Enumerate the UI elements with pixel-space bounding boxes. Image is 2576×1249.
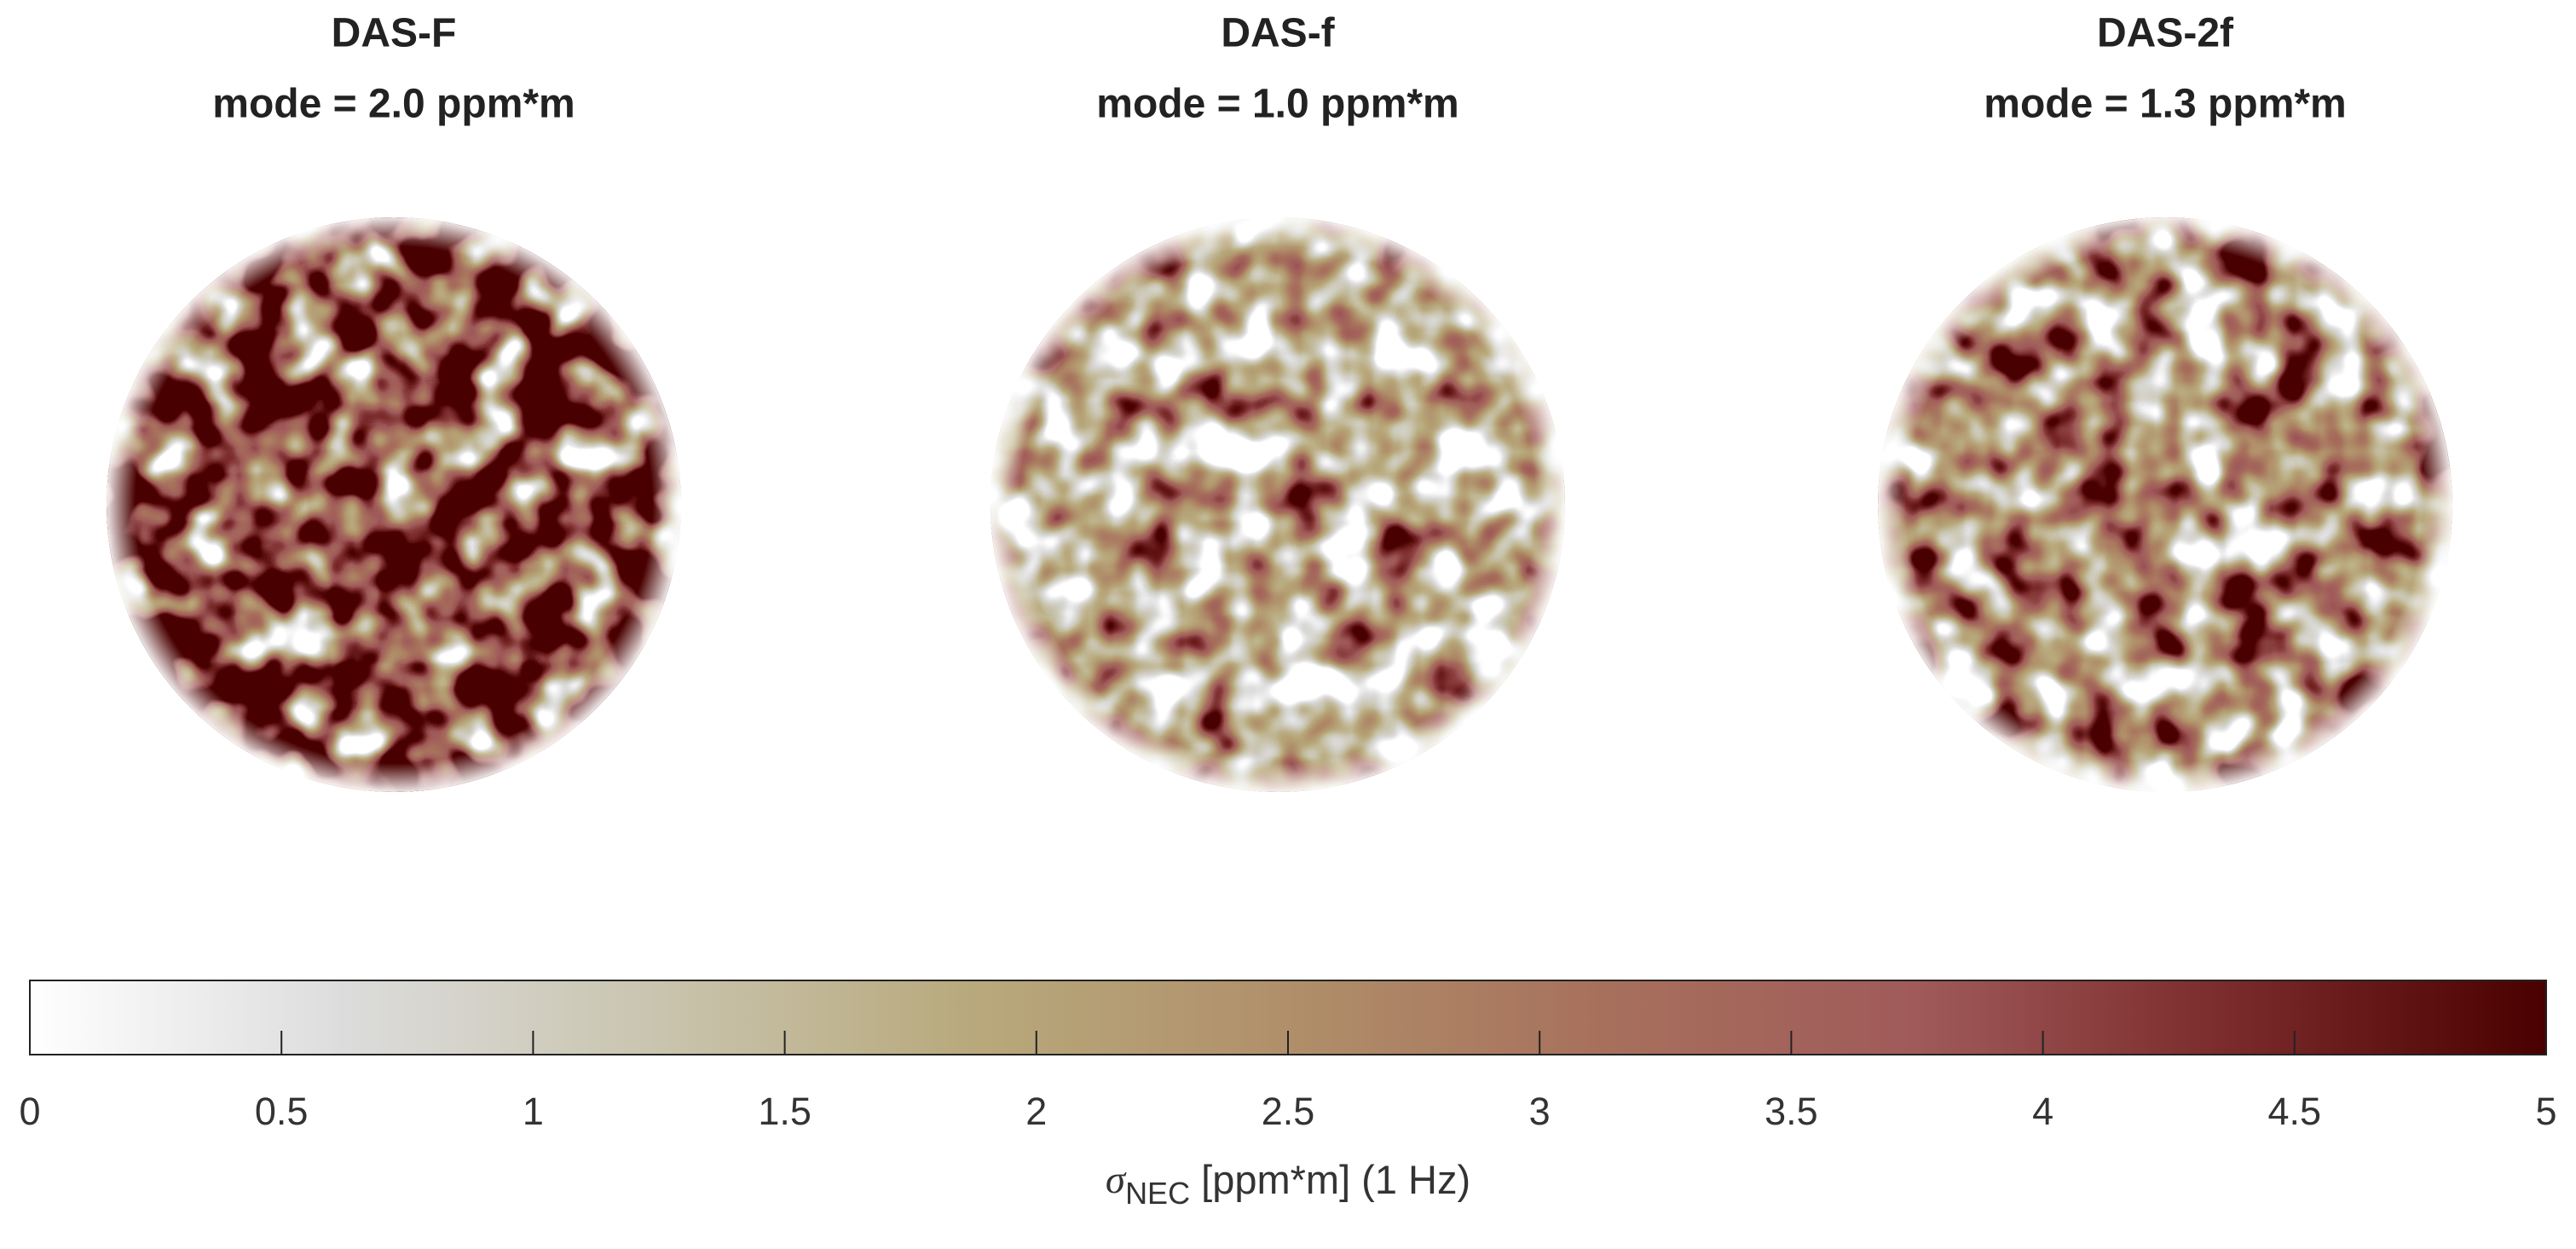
colorbar-tick-label: 3 (1529, 1090, 1551, 1133)
heatmap (107, 217, 681, 792)
label-symbol: σ (1106, 1158, 1127, 1202)
panel-title: DAS-f (1221, 11, 1335, 56)
colorbar-tick-label: 1.5 (758, 1090, 811, 1133)
heatmap-edge (991, 217, 1565, 792)
panel-subtitle: mode = 2.0 ppm*m (212, 82, 575, 127)
colorbar-tick-label: 1 (523, 1090, 544, 1133)
colorbar-label: σNEC [ppm*m] (1 Hz) (1106, 1157, 1470, 1210)
heatmap (1878, 217, 2452, 792)
colorbar-tick-label: 2.5 (1262, 1090, 1315, 1133)
label-text: [ppm*m] (1 Hz) (1190, 1157, 1470, 1202)
panel-title: DAS-F (332, 11, 457, 56)
heatmap-edge (107, 217, 681, 792)
colorbar-tick-label: 4.5 (2268, 1090, 2322, 1133)
panel-subtitle: mode = 1.3 ppm*m (1984, 82, 2346, 127)
colorbar-tick-label: 3.5 (1765, 1090, 1818, 1133)
heatmap (991, 217, 1565, 792)
colorbar-tick-label: 2 (1025, 1090, 1047, 1133)
colorbar-tick-label: 0.5 (255, 1090, 309, 1133)
colorbar-tick-label: 4 (2032, 1090, 2053, 1133)
label-subscript: NEC (1125, 1176, 1190, 1211)
panel-subtitle: mode = 1.0 ppm*m (1096, 82, 1458, 127)
panel-title: DAS-2f (2097, 11, 2234, 56)
colorbar-tick-label: 0 (19, 1090, 40, 1133)
colorbar-tick-label: 5 (2535, 1090, 2556, 1133)
heatmap-edge (1878, 217, 2452, 792)
